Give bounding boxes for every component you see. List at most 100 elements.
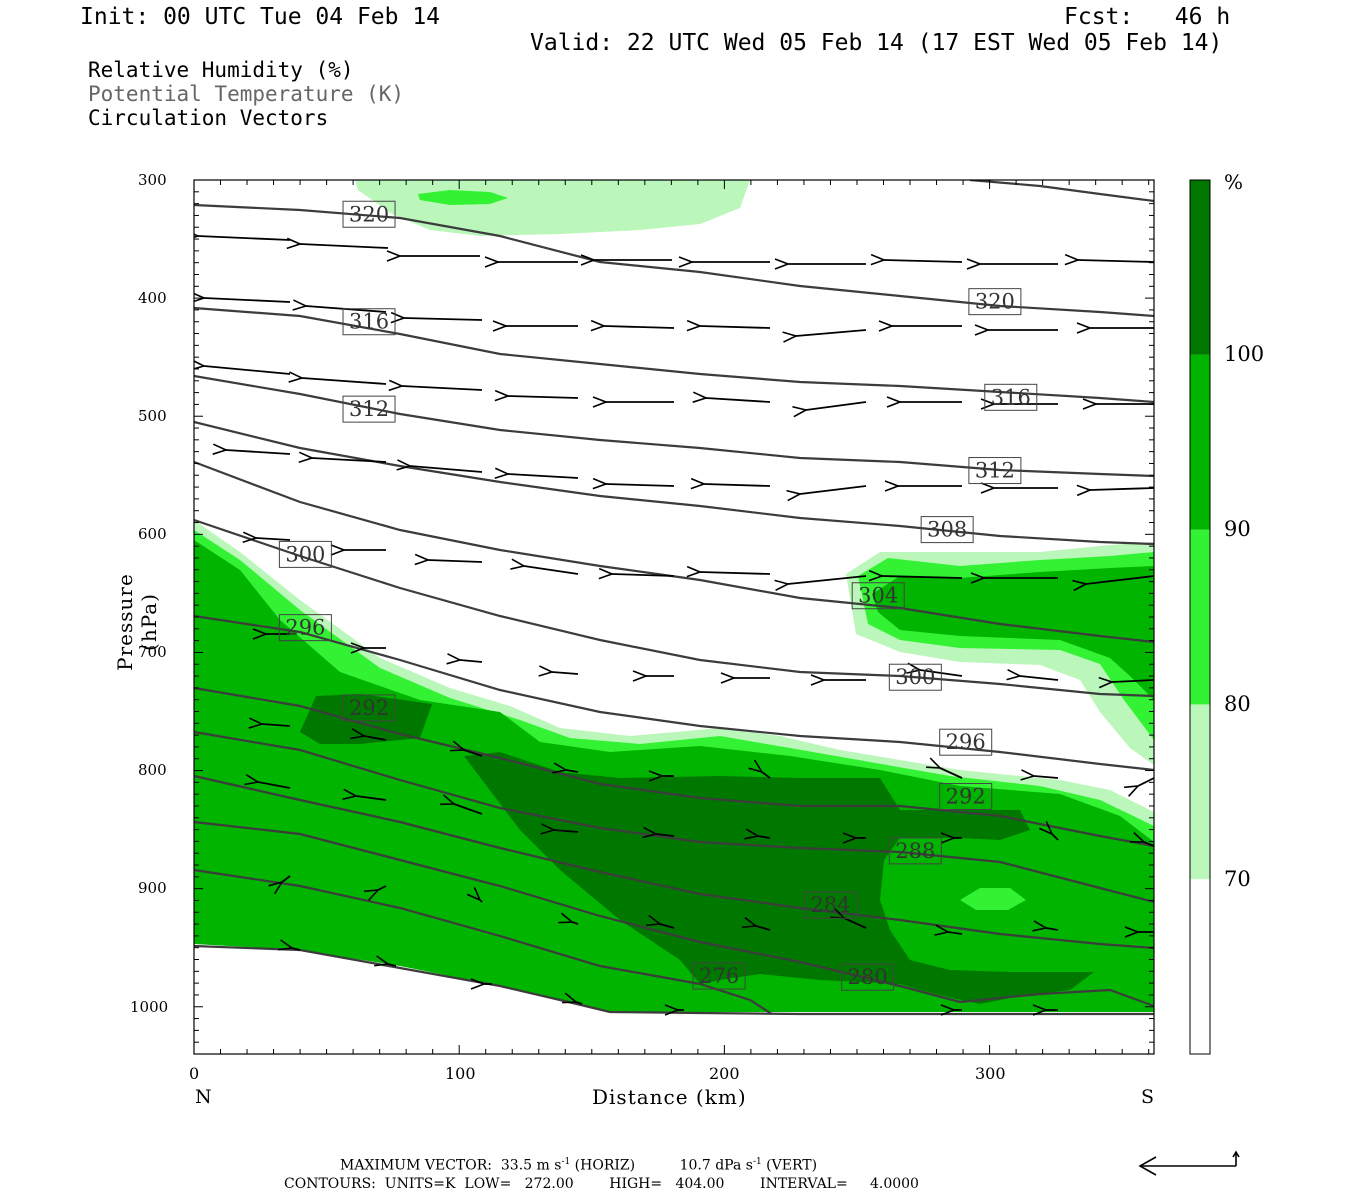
vector: [554, 830, 579, 832]
colorbar-label: 90: [1224, 517, 1251, 541]
theta-contour-316: [194, 306, 1154, 404]
max-vector-vert: 10.7 dPa s: [679, 1157, 753, 1174]
vector: [704, 484, 771, 486]
y-tick-label: 300: [138, 171, 167, 189]
colorbar-band: [1190, 180, 1210, 355]
y-axis-ticks: [194, 179, 1154, 1055]
vector: [806, 401, 867, 410]
theta-label: 312: [342, 395, 396, 423]
vector: [508, 396, 579, 398]
vector: [388, 964, 397, 967]
vector: [1090, 488, 1154, 490]
y-tick-label: 700: [138, 643, 167, 661]
theta-label-text: 300: [285, 542, 325, 566]
vector: [464, 750, 483, 757]
theta-contour-276: [194, 868, 773, 1015]
colorbar-band: [1190, 704, 1210, 880]
theta-label-text: 316: [991, 385, 1031, 409]
rh-80-region-top-blob: [418, 190, 508, 205]
legend-circulation-vectors: Circulation Vectors: [88, 106, 329, 130]
colorbar-unit: %: [1224, 170, 1244, 194]
vector: [948, 932, 963, 934]
vector: [1144, 842, 1154, 847]
terrain-mask: [194, 944, 1154, 1054]
theta-label: 320: [342, 200, 396, 228]
x-axis-ticks: [193, 180, 1150, 1054]
y-tick-label: 800: [138, 761, 167, 779]
theta-contour-272: [194, 944, 1154, 1016]
colorbar-band: [1190, 354, 1210, 530]
y-tick-label: 1000: [130, 998, 169, 1016]
vector: [700, 326, 771, 328]
max-vector-line: MAXIMUM VECTOR: 33.5 m s-1 (HORIZ) 10.7 …: [340, 1157, 817, 1174]
rh-70-region-top: [355, 180, 750, 236]
theta-contour-296: [194, 614, 1154, 772]
vector: [1078, 260, 1154, 262]
theta-label: 304: [851, 582, 905, 610]
rh-80-inner-blob: [960, 888, 1026, 910]
vector: [454, 804, 483, 815]
theta-label-text: 296: [285, 616, 325, 640]
colorbar-band: [1190, 879, 1210, 1054]
vector: [1020, 676, 1059, 681]
theta-contour-288: [194, 730, 1154, 904]
theta-label-text: 304: [858, 584, 898, 608]
colorbar-label: 80: [1224, 692, 1251, 716]
vector: [1112, 680, 1154, 682]
vector: [762, 772, 771, 779]
vector: [292, 948, 301, 951]
theta-label: 296: [278, 614, 332, 642]
vector: [884, 260, 963, 262]
south-label: S: [1141, 1086, 1155, 1108]
vector: [410, 466, 483, 473]
rh-100-region-upper: [300, 694, 432, 744]
y-tick-label: 900: [138, 879, 167, 897]
vector: [282, 875, 291, 882]
theta-label-text: 312: [349, 397, 389, 421]
theta-label: 280: [841, 963, 895, 991]
vector: [800, 485, 867, 494]
colorbar-frame: [1189, 179, 1211, 1055]
vector: [756, 926, 771, 931]
theta-label: 308: [920, 516, 974, 544]
vector: [566, 770, 579, 772]
theta-contour-304: [194, 460, 1154, 644]
y-axis-title: Pressure (hPa): [113, 573, 161, 671]
vector: [576, 1002, 583, 1005]
vector: [612, 574, 675, 576]
vector: [312, 458, 387, 462]
vector: [572, 922, 579, 925]
max-vector-vert-tag: (VERT): [761, 1157, 818, 1174]
theta-label: 316: [342, 308, 396, 336]
vector: [404, 318, 483, 320]
init-time: Init: 00 UTC Tue 04 Feb 14: [80, 4, 441, 30]
vector: [198, 236, 291, 240]
rh-100-region-main: [464, 752, 1094, 1004]
theta-label-text: 320: [975, 290, 1015, 314]
vector: [604, 326, 675, 328]
vector: [364, 736, 387, 741]
max-vector-horiz-tag: (HORIZ): [570, 1157, 636, 1174]
vector: [1034, 776, 1059, 778]
theta-label: 300: [278, 540, 332, 568]
theta-label-text: 292: [349, 696, 389, 720]
rh-90-region-right: [872, 566, 1154, 700]
theta-label-text: 296: [946, 730, 986, 754]
theta-contour-284: [194, 774, 1154, 950]
theta-label-text: 316: [349, 310, 389, 334]
vector: [656, 834, 675, 836]
vector: [524, 566, 579, 575]
vector: [402, 386, 483, 390]
colorbar-band: [1190, 529, 1210, 705]
theta-contours: [194, 180, 1154, 1016]
vector: [1052, 834, 1059, 841]
reference-vector-icon: [1138, 1150, 1240, 1176]
vector: [882, 576, 963, 578]
valid-time: Valid: 22 UTC Wed 05 Feb 14 (17 EST Wed …: [530, 30, 1223, 56]
theta-label: 284: [803, 891, 857, 919]
vector: [480, 900, 483, 903]
vector: [256, 538, 291, 540]
vector: [788, 575, 867, 584]
theta-label: 300: [888, 663, 942, 691]
